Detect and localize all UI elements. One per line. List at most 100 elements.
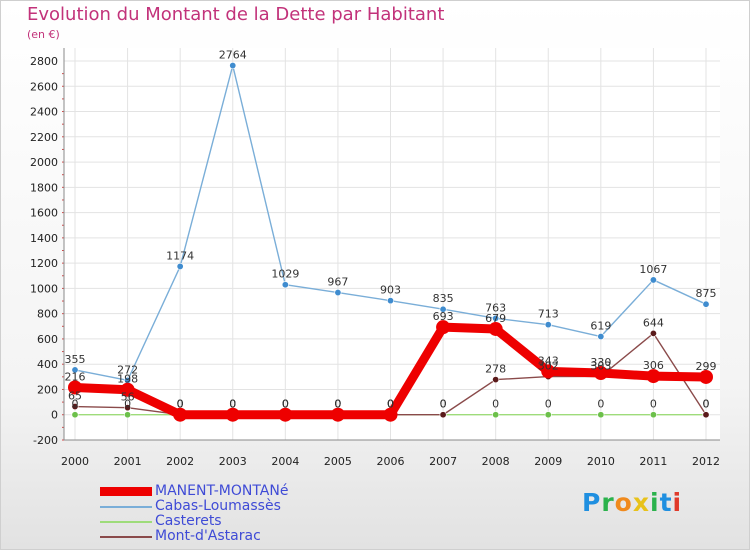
x-tick-label-9: 2009	[534, 455, 562, 468]
series-3-label-0: 65	[68, 390, 82, 403]
x-tick-label-3: 2003	[219, 455, 247, 468]
series-2-label-7: 0	[440, 398, 447, 411]
legend-label-2: Casterets	[155, 513, 222, 529]
series-0-label-9: 343	[538, 354, 559, 367]
y-tick-label-10: 1800	[30, 181, 58, 194]
series-2-label-3: 0	[229, 398, 236, 411]
y-tick-label-11: 2000	[30, 156, 58, 169]
legend-swatch-1	[100, 506, 152, 508]
series-3-label-2: 0	[177, 398, 184, 411]
series-1-point-7	[439, 305, 447, 313]
series-2-label-11: 0	[650, 398, 657, 411]
y-tick-label-12: 2200	[30, 131, 58, 144]
y-tick-label-2: 200	[37, 383, 58, 396]
y-tick-label-7: 1200	[30, 257, 58, 270]
series-1-label-11: 1067	[639, 263, 667, 276]
series-0-label-10: 330	[590, 356, 611, 369]
series-1-point-2	[176, 262, 184, 270]
x-tick-label-0: 2000	[61, 455, 89, 468]
x-tick-label-5: 2005	[324, 455, 352, 468]
series-3-point-1	[124, 404, 132, 412]
series-2-point-11	[649, 411, 657, 419]
series-0-point-7	[436, 320, 451, 335]
series-0-point-4	[278, 407, 293, 422]
series-1-label-5: 967	[327, 276, 348, 289]
series-0-label-4: 0	[282, 398, 289, 411]
proxiti-logo: Proxiti	[582, 488, 683, 517]
y-tick-label-5: 800	[37, 308, 58, 321]
series-2-label-8: 0	[492, 398, 499, 411]
x-tick-label-2: 2002	[166, 455, 194, 468]
series-1-point-6	[386, 297, 394, 305]
y-tick-label-13: 2400	[30, 106, 58, 119]
series-3-label-6: 0	[387, 398, 394, 411]
x-tick-label-12: 2012	[692, 455, 720, 468]
plot-area	[64, 48, 720, 440]
x-tick-label-8: 2008	[482, 455, 510, 468]
chart-title: Evolution du Montant de la Dette par Hab…	[27, 4, 445, 25]
x-tick-label-7: 2007	[429, 455, 457, 468]
x-tick-label-6: 2006	[377, 455, 405, 468]
series-0-point-9	[541, 364, 556, 379]
legend-label-3: Mont-d'Astarac	[155, 528, 261, 544]
series-0-label-7: 693	[433, 310, 454, 323]
series-0-point-0	[68, 380, 82, 395]
series-0-point-3	[225, 407, 240, 422]
series-0-point-1	[120, 382, 135, 397]
series-2-label-4: 0	[282, 398, 289, 411]
series-0-label-5: 0	[334, 398, 341, 411]
y-tick-label-14: 2600	[30, 80, 58, 93]
series-3-label-1: 56	[121, 391, 135, 404]
series-1-point-11	[649, 276, 657, 284]
series-0-point-8	[488, 321, 503, 336]
x-tick-label-10: 2010	[587, 455, 615, 468]
series-3-label-5: 0	[334, 398, 341, 411]
series-1-label-1: 272	[117, 363, 138, 376]
y-tick-label-15: 2800	[30, 55, 58, 68]
series-2-label-12: 0	[703, 398, 710, 411]
series-3-label-9: 302	[538, 360, 559, 373]
series-2-label-6: 0	[387, 398, 394, 411]
series-3-point-11	[649, 329, 657, 337]
series-1-label-8: 763	[485, 301, 506, 314]
y-tick-label-6: 1000	[30, 282, 58, 295]
series-2-label-1: 0	[124, 398, 131, 411]
series-1-point-0	[71, 366, 79, 374]
series-0-label-12: 299	[696, 360, 717, 373]
legend-swatch-3	[100, 536, 152, 538]
series-1-label-9: 713	[538, 308, 559, 321]
legend-label-0: MANENT-MONTANé	[155, 483, 289, 499]
series-2-point-1	[124, 411, 132, 419]
series-0-label-0: 216	[65, 370, 86, 383]
series-2-label-10: 0	[597, 398, 604, 411]
series-1-point-4	[281, 281, 289, 289]
series-3-point-0	[71, 403, 79, 411]
series-3-label-11: 644	[643, 316, 664, 329]
legend-swatch-0	[100, 487, 152, 496]
series-0-label-11: 306	[643, 359, 664, 372]
series-0-label-3: 0	[229, 398, 236, 411]
series-1-label-6: 903	[380, 284, 401, 297]
series-0-label-6: 0	[387, 398, 394, 411]
series-0-point-5	[330, 407, 345, 422]
series-1-point-10	[597, 333, 605, 341]
series-0-label-1: 198	[117, 373, 138, 386]
series-0-label-8: 679	[485, 312, 506, 325]
series-0-point-2	[173, 407, 188, 422]
series-3-label-8: 278	[485, 363, 506, 376]
series-2-point-8	[492, 411, 500, 419]
series-0-point-10	[593, 366, 608, 381]
y-tick-label-4: 600	[37, 333, 58, 346]
y-tick-label-1: 0	[51, 409, 58, 422]
series-0-point-11	[646, 369, 661, 384]
series-1-label-3: 2764	[219, 49, 247, 62]
series-1-label-7: 835	[433, 292, 454, 305]
series-2-point-10	[597, 411, 605, 419]
series-1-label-4: 1029	[271, 268, 299, 281]
series-0-point-6	[383, 407, 398, 422]
series-3-label-10: 303	[590, 359, 611, 372]
series-3-label-3: 0	[229, 398, 236, 411]
series-3-point-12	[702, 411, 710, 419]
series-1-point-5	[334, 289, 342, 297]
